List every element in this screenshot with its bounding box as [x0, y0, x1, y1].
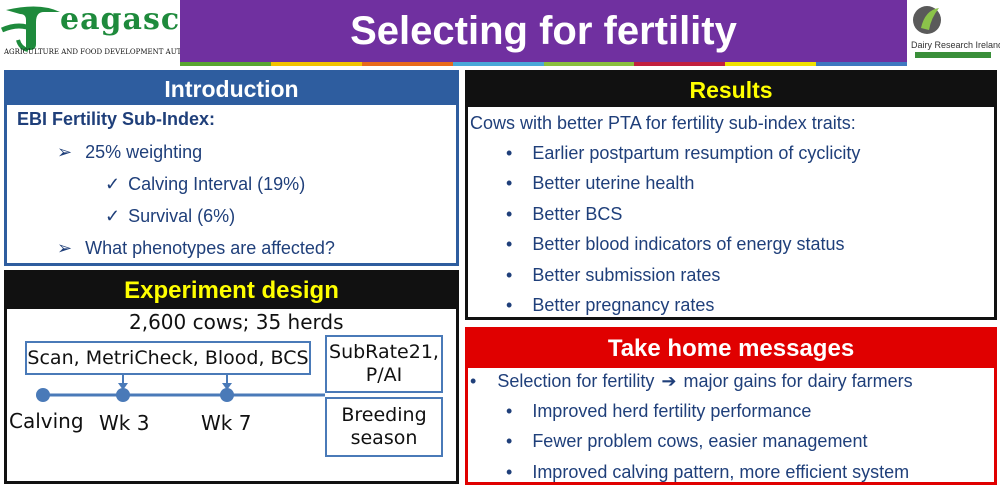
- color-strip-segment: [634, 62, 726, 66]
- take-home-list-item: • Improved calving pattern, more efficien…: [506, 462, 909, 483]
- color-strip-segment: [452, 62, 544, 66]
- results-list-item: • Better uterine health: [506, 173, 694, 194]
- intro-item-phenotypes: ➢ What phenotypes are affected?: [57, 238, 335, 259]
- wk7-point: [220, 388, 234, 402]
- intro-item-text: 25% weighting: [85, 142, 203, 162]
- results-heading: Results: [468, 73, 994, 107]
- experiment-design-heading: Experiment design: [7, 273, 456, 309]
- subrate-label: SubRate21,: [329, 341, 439, 364]
- color-strip-segment: [270, 62, 362, 66]
- results-intro: Cows with better PTA for fertility sub-i…: [470, 113, 856, 133]
- bullet-icon: •: [506, 431, 513, 452]
- arrow-bullet-icon: ➢: [57, 238, 73, 258]
- intro-item-weighting: ➢ 25% weighting: [57, 142, 202, 163]
- wk3-label: Wk 3: [99, 411, 150, 435]
- bullet-icon: •: [506, 234, 513, 255]
- check-mark-icon: ✓: [105, 174, 121, 194]
- bullet-icon: •: [506, 295, 513, 315]
- bullet-icon: •: [506, 264, 513, 285]
- intro-item-calving-interval: ✓ Calving Interval (19%): [105, 174, 305, 195]
- color-strip-segment: [543, 62, 635, 66]
- results-item-text: Better submission rates: [532, 264, 721, 285]
- results-list-item: • Better pregnancy rates: [506, 295, 714, 316]
- results-item-text: Better BCS: [532, 203, 623, 224]
- take-home-item-text: Improved calving pattern, more efficient…: [532, 461, 910, 482]
- subrate-pai-box: SubRate21, P/AI: [325, 335, 443, 393]
- teagasc-logo-subtitle: Agriculture and Food Development Authori…: [4, 48, 211, 56]
- dairy-research-ireland-logo: Dairy Research Ireland: [907, 0, 1000, 62]
- color-strip-segment: [725, 62, 817, 66]
- introduction-panel: Introduction EBI Fertility Sub-Index: ➢ …: [4, 70, 459, 266]
- intro-subheading: EBI Fertility Sub-Index:: [17, 109, 216, 129]
- take-home-main-pre: Selection for fertility: [497, 371, 655, 391]
- take-home-item-text: Fewer problem cows, easier management: [532, 431, 868, 452]
- timeline: [36, 375, 325, 402]
- check-mark-icon: ✓: [105, 206, 121, 226]
- calving-label: Calving: [9, 409, 84, 433]
- dairy-research-ireland-logo-name: Dairy Research Ireland: [911, 40, 1000, 50]
- results-panel: Results Cows with better PTA for fertili…: [465, 70, 997, 320]
- take-home-list-item: • Improved herd fertility performance: [506, 401, 811, 422]
- results-item-text: Better pregnancy rates: [532, 295, 715, 315]
- bullet-icon: •: [506, 203, 513, 224]
- arrow-bullet-icon: ➢: [57, 142, 73, 162]
- bullet-icon: •: [506, 173, 513, 194]
- take-home-main-post: major gains for dairy farmers: [683, 371, 913, 391]
- wk7-label: Wk 7: [201, 411, 252, 435]
- breeding-season-box: Breeding season: [325, 397, 443, 457]
- right-arrow-icon: ➔: [661, 371, 677, 391]
- take-home-main-message: • Selection for fertility ➔ major gains …: [470, 371, 913, 392]
- measures-box: Scan, MetriCheck, Blood, BCS: [25, 341, 311, 375]
- intro-item-text: What phenotypes are affected?: [85, 238, 335, 258]
- intro-item-text: Calving Interval (19%): [128, 174, 306, 194]
- teagasc-logo-name: eagasc: [60, 2, 181, 37]
- intro-item-survival: ✓ Survival (6%): [105, 206, 235, 227]
- bullet-icon: •: [506, 143, 513, 163]
- take-home-panel: Take home messages • Selection for ferti…: [465, 327, 997, 485]
- calving-point: [36, 388, 50, 402]
- wk7-arrow-icon: [222, 383, 232, 390]
- cows-herds-count: 2,600 cows; 35 herds: [129, 310, 344, 334]
- results-list-item: • Earlier postpartum resumption of cyclic…: [506, 143, 860, 164]
- teagasc-logo: eagasc Agriculture and Food Development …: [0, 0, 210, 62]
- take-home-list-item: • Fewer problem cows, easier management: [506, 431, 867, 452]
- bullet-icon: •: [470, 371, 477, 391]
- color-strip-segment: [816, 62, 907, 66]
- take-home-heading: Take home messages: [468, 330, 994, 368]
- teagasc-logo-icon: [0, 6, 60, 52]
- results-item-text: Better blood indicators of energy status: [532, 234, 845, 255]
- page-title: Selecting for fertility: [180, 0, 907, 62]
- results-list-item: • Better blood indicators of energy statu…: [506, 234, 845, 255]
- take-home-item-text: Improved herd fertility performance: [532, 401, 812, 421]
- season-label: season: [350, 427, 418, 449]
- wk3-point: [116, 388, 130, 402]
- pai-label: P/AI: [365, 364, 403, 386]
- bullet-icon: •: [506, 401, 513, 421]
- breeding-label: Breeding: [341, 404, 427, 427]
- wk3-arrow-icon: [118, 383, 128, 390]
- introduction-heading: Introduction: [7, 73, 456, 105]
- results-list-item: • Better submission rates: [506, 265, 720, 286]
- color-strip-segment: [361, 62, 453, 66]
- dairy-research-ireland-logo-icon: [913, 6, 991, 58]
- results-list-item: • Better BCS: [506, 204, 622, 225]
- experiment-design-panel: Experiment design 2,600 cows; 35 herds S…: [4, 270, 459, 484]
- results-item-text: Earlier postpartum resumption of cyclici…: [532, 143, 861, 163]
- results-item-text: Better uterine health: [532, 173, 695, 194]
- header-color-strip: [180, 62, 907, 66]
- intro-item-text: Survival (6%): [128, 206, 236, 226]
- color-strip-segment: [180, 62, 271, 66]
- bullet-icon: •: [506, 461, 513, 482]
